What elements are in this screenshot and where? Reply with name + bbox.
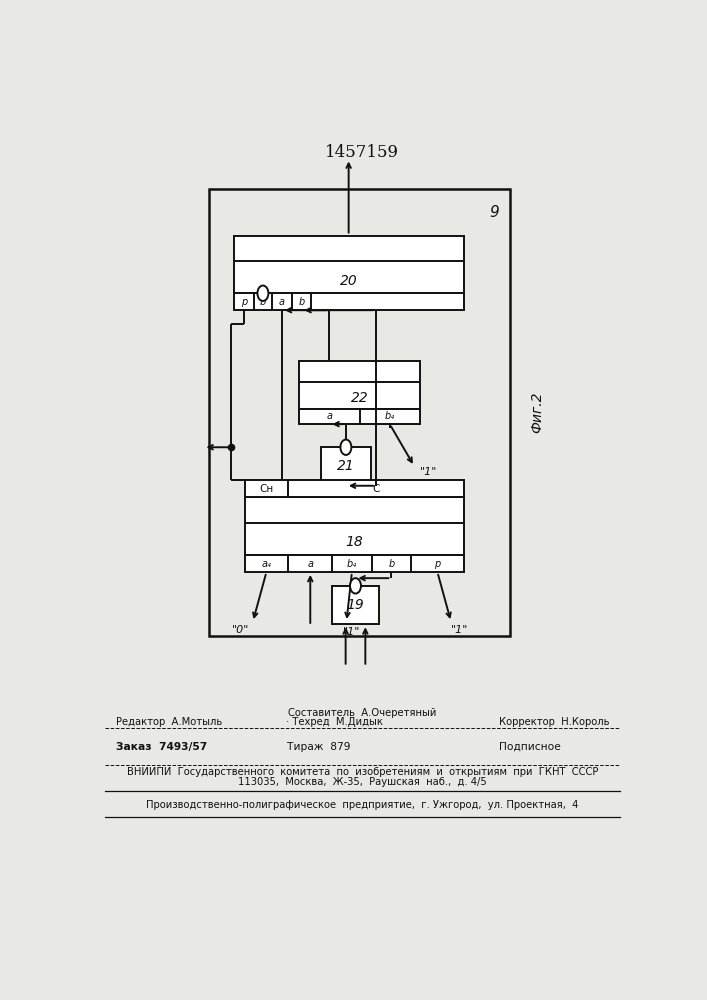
Text: b: b (259, 297, 266, 307)
Text: a: a (327, 411, 332, 421)
Text: Фиг.2: Фиг.2 (531, 392, 544, 433)
Text: b₄: b₄ (385, 411, 395, 421)
Bar (321, 447, 370, 486)
Text: Сн: Сн (259, 484, 274, 494)
Text: 18: 18 (345, 535, 363, 549)
Text: Тираж  879: Тираж 879 (287, 742, 350, 752)
Text: 9: 9 (489, 205, 498, 220)
Text: b: b (388, 559, 395, 569)
Text: Редактор  А.Мотыль: Редактор А.Мотыль (116, 717, 222, 727)
Text: 21: 21 (337, 460, 355, 474)
Text: Заказ  7493/57: Заказ 7493/57 (116, 742, 207, 752)
Text: Корректор  Н.Король: Корректор Н.Король (499, 717, 610, 727)
Bar (332, 586, 379, 624)
Text: p: p (241, 297, 247, 307)
Circle shape (257, 286, 269, 301)
Text: b₄: b₄ (347, 559, 357, 569)
Text: "0": "0" (231, 625, 249, 635)
Text: "1": "1" (450, 625, 468, 635)
Text: Составитель  А.Очеретяный: Составитель А.Очеретяный (288, 708, 436, 718)
Bar (245, 497, 464, 555)
Bar (245, 555, 464, 572)
Text: 19: 19 (346, 598, 364, 612)
Text: "1": "1" (343, 627, 361, 637)
Circle shape (341, 440, 351, 455)
Text: ВНИИПИ  Государственного  комитета  по  изобретениям  и  открытиям  при  ГКНТ  С: ВНИИПИ Государственного комитета по изоб… (127, 767, 598, 777)
Circle shape (350, 578, 361, 594)
Text: · Техред  М.Дидык: · Техред М.Дидык (286, 717, 382, 727)
Bar (299, 409, 420, 424)
Text: Подписное: Подписное (499, 742, 561, 752)
Bar (245, 480, 464, 497)
Text: a: a (279, 297, 285, 307)
Bar (233, 293, 464, 310)
Text: C: C (373, 484, 380, 494)
Bar (299, 361, 420, 409)
Text: a₄: a₄ (262, 559, 271, 569)
Bar (209, 189, 510, 636)
Text: 20: 20 (340, 274, 358, 288)
Text: a: a (308, 559, 313, 569)
Text: "1": "1" (420, 467, 437, 477)
Text: p: p (434, 559, 440, 569)
Text: 1457159: 1457159 (325, 144, 399, 161)
Text: 22: 22 (351, 391, 368, 405)
Text: b: b (298, 297, 305, 307)
Bar (233, 235, 464, 293)
Text: Производственно-полиграфическое  предприятие,  г. Ужгород,  ул. Проектная,  4: Производственно-полиграфическое предприя… (146, 800, 578, 810)
Text: 113035,  Москва,  Ж-35,  Раушская  наб.,  д. 4/5: 113035, Москва, Ж-35, Раушская наб., д. … (238, 777, 486, 787)
